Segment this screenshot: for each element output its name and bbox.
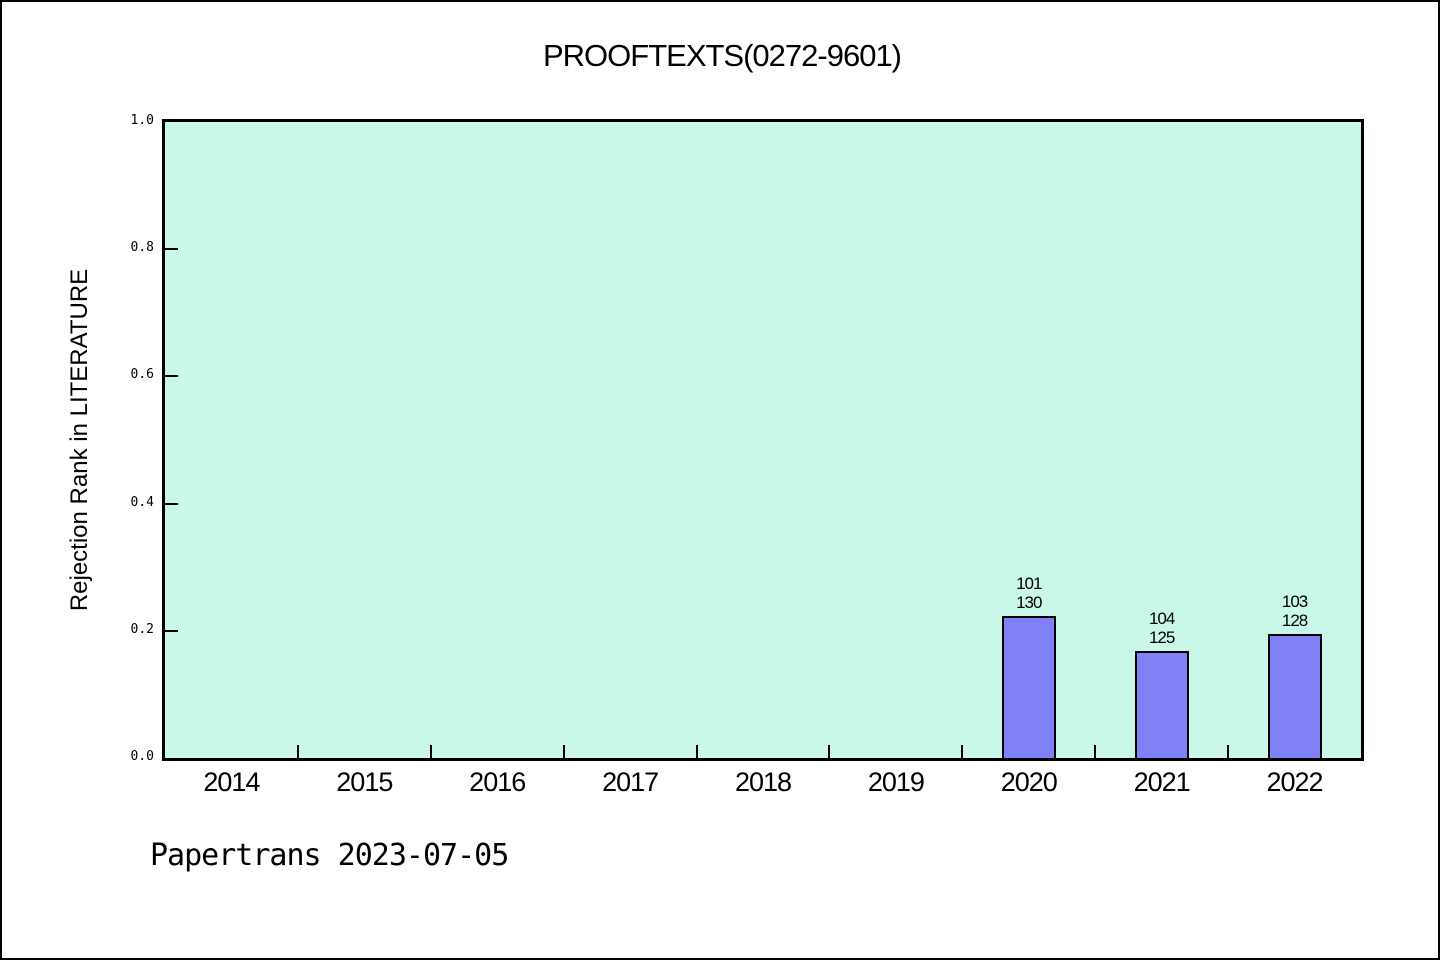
x-tick-label: 2022	[1266, 767, 1324, 797]
x-tick-mark	[961, 745, 964, 758]
x-tick-label: 2020	[1000, 767, 1058, 797]
x-tick-mark	[695, 745, 698, 758]
x-tick-mark	[429, 745, 432, 758]
x-tick-label: 2017	[602, 767, 659, 797]
y-tick-label: 0.6	[130, 367, 154, 383]
y-tick-label: 0.4	[130, 494, 154, 510]
x-tick-label: 2021	[1133, 767, 1191, 797]
footer-watermark: Papertrans 2023-07-05	[150, 838, 509, 873]
x-tick-label: 2016	[469, 767, 526, 797]
bar-2020	[1001, 616, 1056, 758]
y-tick-mark	[165, 502, 178, 505]
plot-area: 101 130 104 125 103 128	[162, 119, 1364, 761]
x-tick-label: 2015	[336, 767, 393, 797]
x-tick-mark	[1094, 745, 1097, 758]
bar-2022	[1267, 634, 1322, 758]
x-tick-mark	[562, 745, 565, 758]
y-tick-label: 0.0	[130, 749, 154, 764]
chart-title: PROOFTEXTS(0272-9601)	[542, 38, 902, 73]
y-tick-mark	[165, 629, 178, 632]
bar-value-label-2022: 103 128	[1281, 592, 1308, 630]
bar-value-label-2020: 101 130	[1016, 574, 1042, 612]
y-tick-label: 0.8	[130, 240, 154, 256]
bar-value-label-2021: 104 125	[1148, 609, 1175, 647]
x-tick-label: 2018	[734, 767, 792, 797]
bar-2021	[1134, 651, 1189, 758]
y-tick-mark	[165, 375, 178, 378]
y-tick-label: 0.2	[130, 621, 154, 637]
x-tick-mark	[296, 745, 299, 758]
y-axis-title-text: Rejection Rank in LITERATURE	[66, 268, 93, 612]
y-tick-mark	[165, 248, 178, 251]
x-tick-label: 2014	[203, 767, 260, 797]
x-tick-label: 2019	[867, 767, 925, 797]
x-tick-mark	[1227, 745, 1230, 758]
x-tick-mark	[828, 745, 831, 758]
y-tick-label: 1.0	[130, 113, 154, 128]
